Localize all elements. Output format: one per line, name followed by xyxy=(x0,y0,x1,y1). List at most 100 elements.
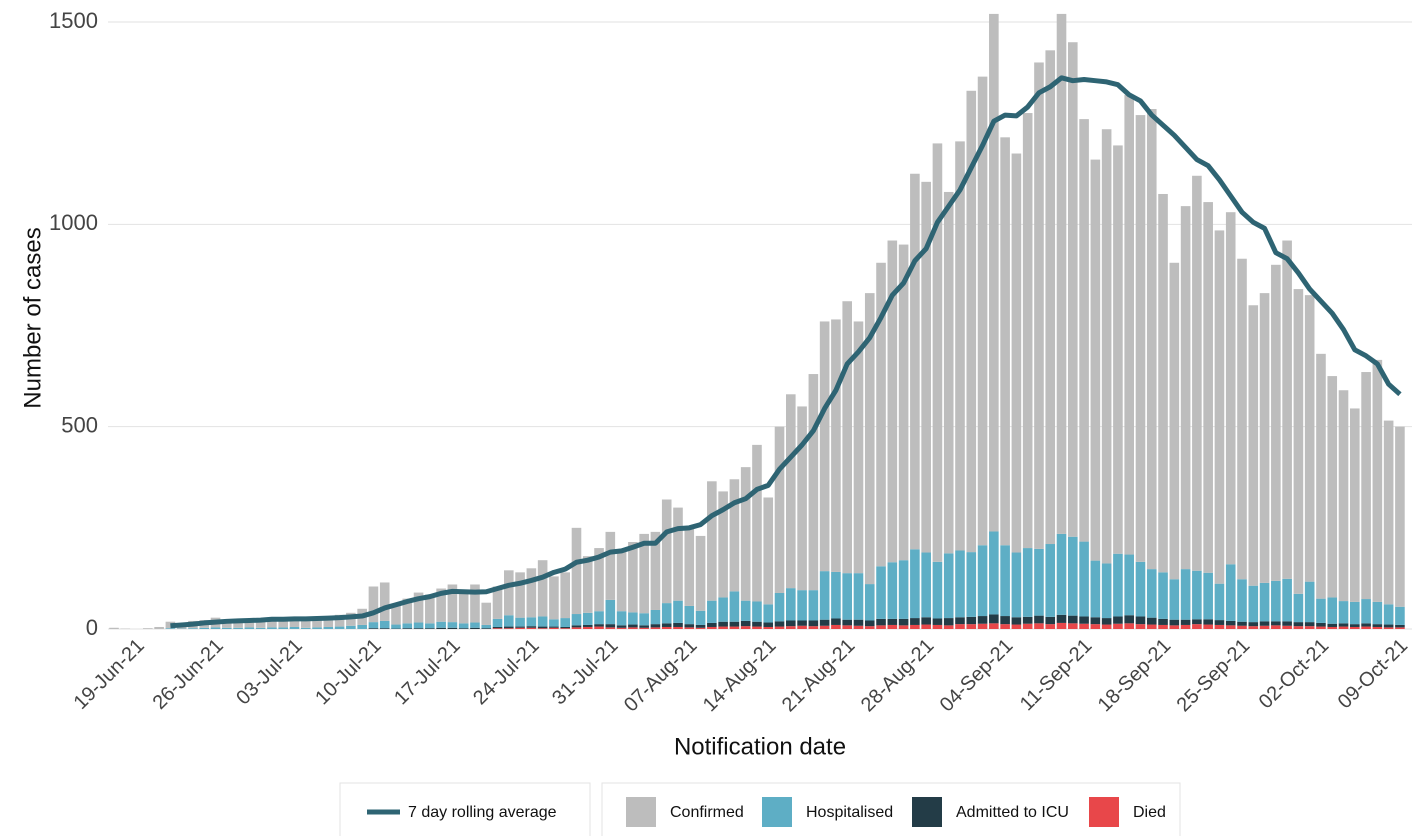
bar-segment xyxy=(413,622,424,629)
bar-segment xyxy=(1101,563,1112,619)
bar-segment xyxy=(379,620,390,629)
bar-segment xyxy=(1395,426,1405,607)
bar-segment xyxy=(526,617,537,627)
bar-segment xyxy=(876,262,886,567)
bar-segment xyxy=(1022,548,1033,617)
bar-segment xyxy=(210,627,221,629)
bar-segment xyxy=(300,627,311,629)
bar-segment xyxy=(1214,620,1225,625)
bar-segment xyxy=(955,624,965,629)
bar-segment xyxy=(233,620,243,628)
bar-segment xyxy=(515,617,525,627)
bar-segment xyxy=(1372,626,1383,629)
bar-segment xyxy=(165,628,176,629)
bar-segment xyxy=(594,624,604,627)
bar-segment xyxy=(786,588,796,621)
bar-segment xyxy=(391,604,401,625)
bar-segment xyxy=(323,626,334,629)
bar-segment xyxy=(1000,616,1010,625)
bar-segment xyxy=(831,319,841,572)
bar-segment xyxy=(1203,572,1213,620)
bar-segment xyxy=(515,572,525,618)
bar-segment xyxy=(1090,560,1101,618)
bar-segment xyxy=(932,624,943,629)
bar-segment xyxy=(1350,601,1360,625)
bar-segment xyxy=(560,572,570,619)
bar-segment xyxy=(650,609,661,625)
bar-segment xyxy=(605,627,616,629)
bar-segment xyxy=(1293,593,1304,623)
bar-segment xyxy=(943,625,954,629)
bar-segment xyxy=(887,562,898,619)
bar-segment xyxy=(729,479,740,592)
bar-segment xyxy=(1101,618,1112,625)
bar-segment xyxy=(1304,622,1315,627)
bar-segment xyxy=(887,240,898,563)
bar-segment xyxy=(673,507,683,601)
bar-segment xyxy=(864,293,875,585)
bar-segment xyxy=(1124,623,1134,629)
bar-segment xyxy=(199,627,210,629)
bar-segment xyxy=(1225,620,1236,626)
bar-segment xyxy=(560,618,570,627)
bar-segment xyxy=(1304,626,1315,629)
legend-label: Hospitalised xyxy=(806,804,893,821)
bar-segment xyxy=(300,620,311,628)
bar-segment xyxy=(1158,572,1168,619)
bar-segment xyxy=(921,617,931,625)
bar-segment xyxy=(425,594,435,624)
bar-segment xyxy=(1124,554,1134,616)
bar-segment xyxy=(1338,601,1349,624)
bar-segment xyxy=(650,531,661,610)
bar-segment xyxy=(864,626,875,629)
bar-segment xyxy=(470,584,480,623)
bar-segment xyxy=(729,591,740,622)
bar-segment xyxy=(808,590,819,621)
bar-segment xyxy=(628,541,638,613)
bar-segment xyxy=(1327,626,1338,629)
bar-segment xyxy=(109,627,119,629)
bar-segment xyxy=(1214,583,1225,621)
bar-segment xyxy=(910,624,920,629)
bar-segment xyxy=(492,628,503,629)
legend-swatch xyxy=(912,797,942,827)
y-tick-label: 1000 xyxy=(49,210,98,235)
bar-segment xyxy=(188,628,198,629)
bar-segment xyxy=(413,628,424,629)
legend-swatch xyxy=(1089,797,1119,827)
bar-segment xyxy=(1316,598,1326,623)
bar-segment xyxy=(628,624,638,628)
y-tick-label: 0 xyxy=(86,615,98,640)
bar-segment xyxy=(1293,289,1304,594)
bar-segment xyxy=(763,604,774,623)
bar-segment xyxy=(278,618,288,628)
bar-segment xyxy=(1113,623,1123,629)
bar-segment xyxy=(966,616,977,625)
legend-box xyxy=(339,782,591,836)
bar-segment xyxy=(447,584,458,623)
bar-segment xyxy=(1135,115,1146,562)
bar-segment xyxy=(1056,533,1067,615)
bar-segment xyxy=(898,618,909,626)
bar-segment xyxy=(1022,616,1033,624)
bar-segment xyxy=(864,620,875,627)
bar-segment xyxy=(481,628,492,629)
bar-segment xyxy=(932,143,943,562)
x-tick-label: 10-Jul-21 xyxy=(311,635,386,710)
bar-segment xyxy=(740,467,751,601)
bar-segment xyxy=(1011,624,1022,629)
bar-segment xyxy=(819,625,830,629)
bar-segment xyxy=(921,181,931,553)
bar-segment xyxy=(1203,624,1213,629)
bar-segment xyxy=(1293,622,1304,627)
bar-segment xyxy=(797,625,807,629)
bar-segment xyxy=(1000,137,1010,546)
bar-segment xyxy=(774,592,785,622)
bar-segment xyxy=(1113,553,1123,617)
bar-segment xyxy=(1350,626,1360,629)
bar-segment xyxy=(594,548,604,612)
x-tick-label: 28-Aug-21 xyxy=(857,635,939,717)
bar-segment xyxy=(921,552,931,618)
bar-segment xyxy=(977,76,988,546)
